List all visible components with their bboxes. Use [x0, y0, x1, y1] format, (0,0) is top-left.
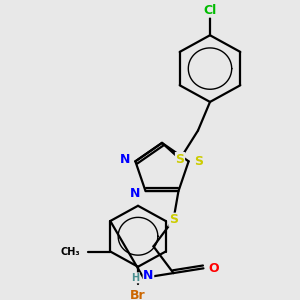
Text: N: N [130, 187, 141, 200]
Text: S: S [194, 155, 203, 168]
Text: S: S [169, 213, 178, 226]
Text: Cl: Cl [203, 4, 217, 17]
Text: Br: Br [130, 289, 146, 300]
Text: N: N [143, 269, 154, 282]
Text: O: O [208, 262, 219, 275]
Text: N: N [120, 153, 130, 166]
Text: H: H [131, 273, 140, 283]
Text: S: S [176, 153, 184, 166]
Text: CH₃: CH₃ [61, 247, 80, 256]
